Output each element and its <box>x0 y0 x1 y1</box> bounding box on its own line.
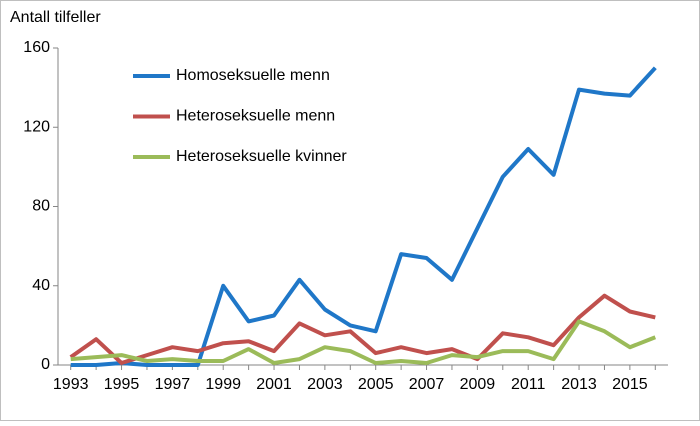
y-tick-label: 160 <box>23 39 50 56</box>
series-line <box>70 66 657 367</box>
x-tick-label: 2005 <box>358 376 394 393</box>
y-tick-label: 120 <box>23 118 50 135</box>
x-tick-label: 1997 <box>155 376 191 393</box>
y-tick-label: 80 <box>32 198 50 215</box>
y-tick-label: 40 <box>32 277 50 294</box>
y-axis-label: Antall tilfeller <box>10 9 101 26</box>
x-tick-label: 2009 <box>460 376 496 393</box>
legend-label: Homoseksuelle menn <box>176 67 330 84</box>
x-tick-label: 1995 <box>104 376 140 393</box>
legend-label: Heteroseksuelle kvinner <box>176 148 347 165</box>
x-tick-label: 2015 <box>612 376 648 393</box>
x-tick-label: 1999 <box>205 376 241 393</box>
legend-label: Heteroseksuelle menn <box>176 108 335 125</box>
x-tick-label: 2011 <box>511 376 546 393</box>
series-line <box>70 319 657 365</box>
x-tick-label: 1993 <box>53 376 89 393</box>
series-line <box>69 293 656 365</box>
x-tick-label: 2003 <box>307 376 343 393</box>
y-tick-label: 0 <box>41 356 50 373</box>
x-tick-label: 2013 <box>561 376 597 393</box>
x-tick-label: 2007 <box>409 376 445 393</box>
x-tick-label: 2001 <box>256 376 292 393</box>
